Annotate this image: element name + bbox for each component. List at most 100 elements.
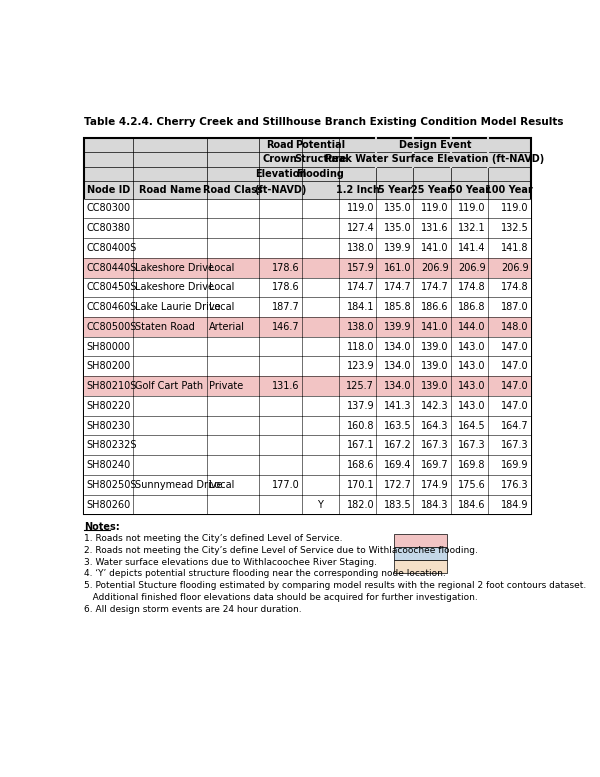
Text: 5 Year: 5 Year [377, 185, 412, 195]
Text: Road Class: Road Class [203, 185, 263, 195]
FancyBboxPatch shape [84, 455, 531, 475]
Text: 174.8: 174.8 [501, 282, 529, 292]
Text: Sunnymead Drive: Sunnymead Drive [135, 480, 223, 490]
Text: 164.7: 164.7 [501, 420, 529, 430]
Text: 178.6: 178.6 [272, 263, 300, 273]
Text: 170.1: 170.1 [347, 480, 374, 490]
Text: 138.0: 138.0 [347, 322, 374, 332]
Text: 134.0: 134.0 [384, 381, 412, 391]
Text: 6. All design storm events are 24 hour duration.: 6. All design storm events are 24 hour d… [84, 605, 302, 615]
Text: 135.0: 135.0 [384, 223, 412, 233]
FancyBboxPatch shape [84, 238, 531, 258]
FancyBboxPatch shape [84, 317, 531, 336]
FancyBboxPatch shape [84, 199, 531, 218]
FancyBboxPatch shape [84, 298, 531, 317]
Text: 139.9: 139.9 [384, 322, 412, 332]
Text: SH80220: SH80220 [86, 401, 131, 411]
Text: 186.8: 186.8 [458, 302, 486, 312]
Text: Lakeshore Drive: Lakeshore Drive [135, 263, 214, 273]
Text: 206.9: 206.9 [501, 263, 529, 273]
Text: Local: Local [209, 480, 235, 490]
Text: 147.0: 147.0 [501, 381, 529, 391]
Text: Flooding: Flooding [296, 169, 344, 179]
FancyBboxPatch shape [84, 396, 531, 416]
FancyBboxPatch shape [84, 376, 531, 396]
Text: 175.6: 175.6 [458, 480, 486, 490]
Text: 169.7: 169.7 [421, 460, 449, 470]
Text: 157.9: 157.9 [347, 263, 374, 273]
Text: 169.4: 169.4 [384, 460, 412, 470]
FancyBboxPatch shape [84, 138, 531, 199]
Text: 119.0: 119.0 [421, 204, 449, 214]
Text: 134.0: 134.0 [384, 361, 412, 371]
Text: 147.0: 147.0 [501, 401, 529, 411]
Text: 119.0: 119.0 [347, 204, 374, 214]
Text: 164.3: 164.3 [421, 420, 449, 430]
Text: 132.5: 132.5 [501, 223, 529, 233]
FancyBboxPatch shape [84, 258, 531, 277]
Text: SH80000: SH80000 [86, 342, 130, 352]
Text: Structure: Structure [294, 155, 347, 165]
Text: CC80300: CC80300 [86, 204, 130, 214]
Text: 138.0: 138.0 [347, 243, 374, 253]
Text: 131.6: 131.6 [421, 223, 449, 233]
Text: 127.4: 127.4 [347, 223, 374, 233]
Text: 3. Water surface elevations due to Withlacoochee River Staging.: 3. Water surface elevations due to Withl… [84, 558, 377, 566]
Text: 139.0: 139.0 [421, 342, 449, 352]
FancyBboxPatch shape [84, 495, 531, 514]
Text: 137.9: 137.9 [347, 401, 374, 411]
Text: 169.9: 169.9 [502, 460, 529, 470]
Text: 139.0: 139.0 [421, 381, 449, 391]
Text: 132.1: 132.1 [458, 223, 486, 233]
Text: 187.7: 187.7 [272, 302, 300, 312]
Text: 50 Year: 50 Year [449, 185, 490, 195]
Text: 174.8: 174.8 [458, 282, 486, 292]
Text: 163.5: 163.5 [384, 420, 412, 430]
FancyBboxPatch shape [84, 336, 531, 357]
Text: SH80232S: SH80232S [86, 441, 137, 451]
Text: 168.6: 168.6 [347, 460, 374, 470]
Text: Design Event: Design Event [398, 140, 471, 150]
Text: 169.8: 169.8 [458, 460, 486, 470]
Text: 100 Year: 100 Year [485, 185, 533, 195]
FancyBboxPatch shape [84, 218, 531, 238]
Text: 141.0: 141.0 [421, 322, 449, 332]
Text: CC80500S: CC80500S [86, 322, 137, 332]
Text: 185.8: 185.8 [384, 302, 412, 312]
Text: 182.0: 182.0 [347, 500, 374, 510]
FancyBboxPatch shape [84, 416, 531, 435]
Text: 174.7: 174.7 [384, 282, 412, 292]
Text: 167.3: 167.3 [458, 441, 486, 451]
Text: 123.9: 123.9 [347, 361, 374, 371]
Text: 206.9: 206.9 [458, 263, 486, 273]
Text: Y: Y [317, 500, 323, 510]
Text: 167.1: 167.1 [347, 441, 374, 451]
Text: Road: Road [266, 140, 294, 150]
Text: 119.0: 119.0 [502, 204, 529, 214]
Text: 167.3: 167.3 [421, 441, 449, 451]
Text: 119.0: 119.0 [458, 204, 486, 214]
Text: 131.6: 131.6 [272, 381, 300, 391]
FancyBboxPatch shape [84, 357, 531, 376]
Text: 172.7: 172.7 [383, 480, 412, 490]
Text: 118.0: 118.0 [347, 342, 374, 352]
Text: Lakeshore Drive: Lakeshore Drive [135, 282, 214, 292]
Text: CC80440S: CC80440S [86, 263, 136, 273]
Text: 139.0: 139.0 [421, 361, 449, 371]
Text: Local: Local [209, 302, 235, 312]
Text: 176.3: 176.3 [501, 480, 529, 490]
Text: SH80230: SH80230 [86, 420, 130, 430]
Text: SH80240: SH80240 [86, 460, 130, 470]
Text: SH80200: SH80200 [86, 361, 130, 371]
Text: 174.9: 174.9 [421, 480, 449, 490]
Text: 178.6: 178.6 [272, 282, 300, 292]
Text: 184.1: 184.1 [347, 302, 374, 312]
Text: 5. Potential Stucture flooding estimated by comparing model results with the reg: 5. Potential Stucture flooding estimated… [84, 581, 587, 591]
Text: Lake Laurie Drive: Lake Laurie Drive [135, 302, 220, 312]
Text: Staten Road: Staten Road [135, 322, 194, 332]
Text: 146.7: 146.7 [272, 322, 300, 332]
Text: 142.3: 142.3 [421, 401, 449, 411]
Text: CC80460S: CC80460S [86, 302, 136, 312]
Text: 187.0: 187.0 [501, 302, 529, 312]
Text: 183.5: 183.5 [384, 500, 412, 510]
